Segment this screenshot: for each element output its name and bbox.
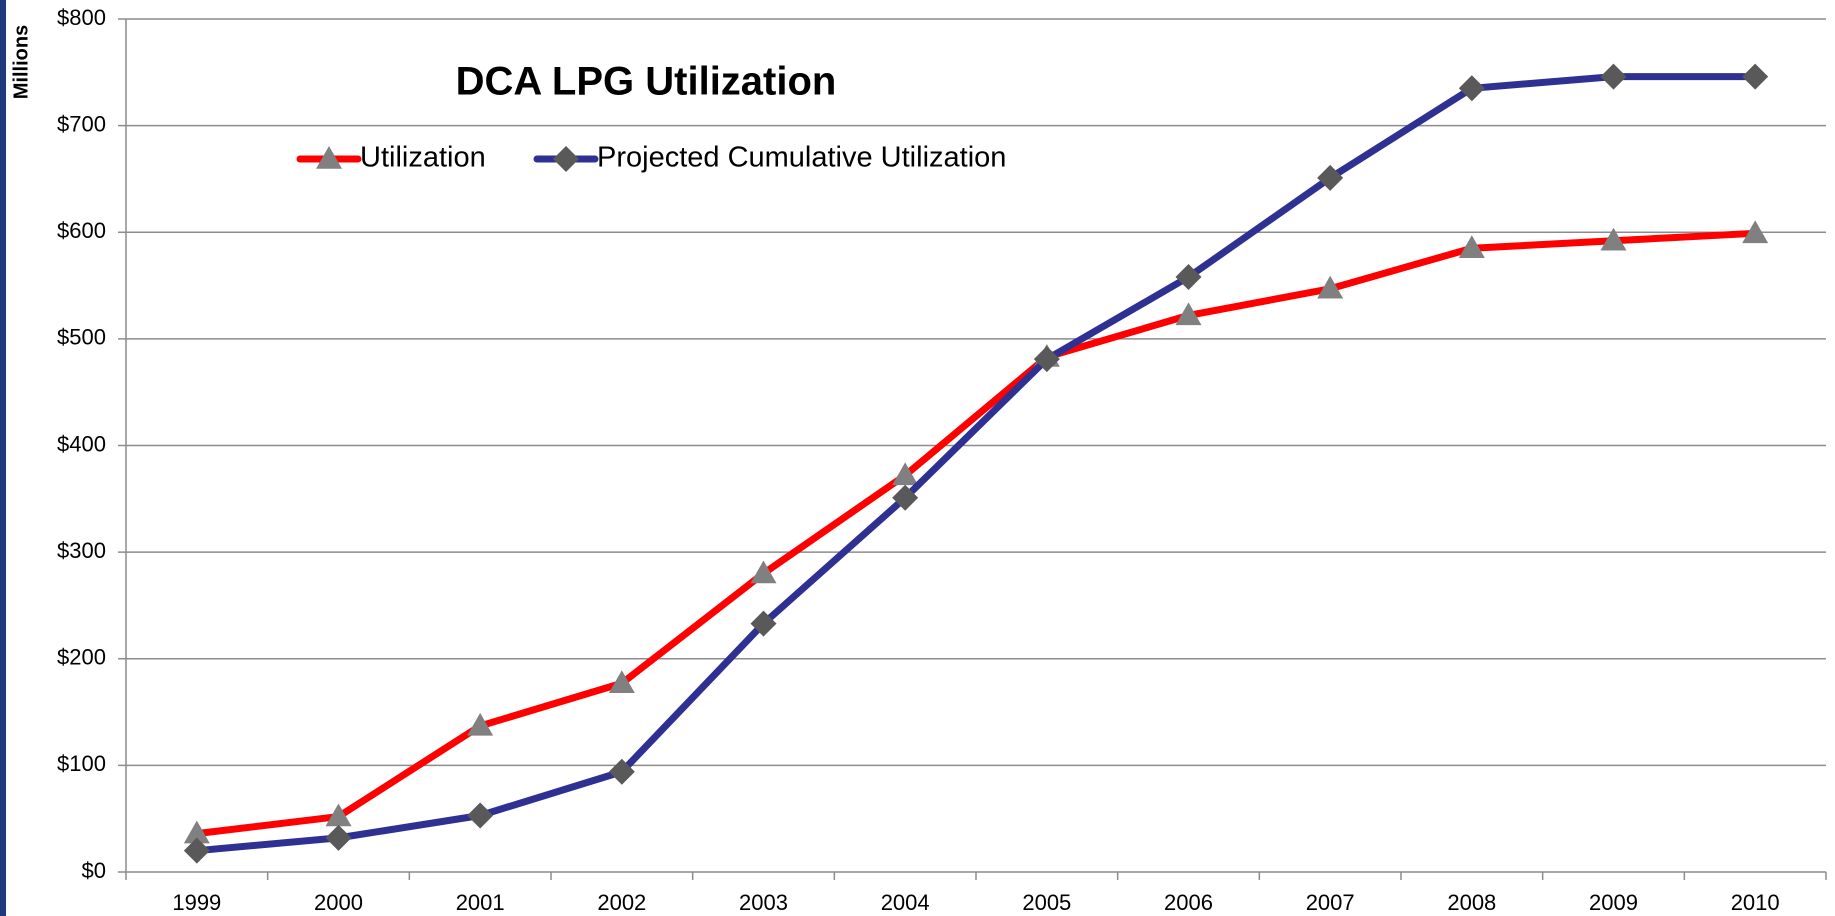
data-point (1600, 63, 1627, 90)
y-axis-label: Millions (10, 25, 32, 99)
legend-marker (553, 146, 579, 172)
data-point (1317, 164, 1344, 191)
y-tick-label: $600 (57, 218, 106, 243)
y-tick-label: $100 (57, 751, 106, 776)
data-point (467, 802, 494, 829)
x-tick-label: 1999 (172, 890, 221, 915)
chart-title: DCA LPG Utilization (456, 60, 837, 104)
data-point (1175, 264, 1202, 291)
y-tick-label: $500 (57, 325, 106, 350)
x-tick-label: 2001 (456, 890, 505, 915)
series-line (196, 229, 1756, 838)
data-point (1458, 235, 1485, 258)
legend-marker (316, 146, 342, 169)
data-point (750, 560, 777, 584)
data-point (608, 670, 635, 694)
data-point (608, 758, 635, 785)
x-tick-label: 2005 (1022, 890, 1071, 915)
y-tick-label: $800 (57, 5, 106, 30)
data-point (183, 837, 210, 864)
data-point (892, 484, 919, 511)
y-tick-label: $300 (57, 538, 106, 563)
data-point (183, 820, 210, 844)
data-point (1742, 220, 1769, 244)
data-point (1742, 63, 1769, 90)
data-point (325, 803, 352, 827)
x-tick-label: 2002 (597, 890, 646, 915)
side-strip (0, 0, 6, 916)
data-point (1458, 75, 1485, 102)
series-line (196, 73, 1756, 855)
y-tick-label: $400 (57, 431, 106, 456)
data-point (1317, 275, 1344, 299)
x-tick-label: 2000 (314, 890, 363, 915)
x-tick-label: 2006 (1164, 890, 1213, 915)
x-tick-label: 2010 (1731, 890, 1780, 915)
legend-label: Projected Cumulative Utilization (597, 142, 1006, 174)
x-tick-label: 2004 (881, 890, 930, 915)
y-tick-label: $700 (57, 111, 106, 136)
x-tick-label: 2008 (1447, 890, 1496, 915)
data-point (467, 712, 494, 736)
legend-label: Utilization (360, 142, 486, 174)
x-tick-label: 2003 (739, 890, 788, 915)
data-point (325, 824, 352, 851)
data-point (1033, 346, 1060, 373)
data-point (1600, 227, 1627, 251)
x-tick-label: 2007 (1306, 890, 1355, 915)
data-point (1175, 302, 1202, 326)
data-point (892, 462, 919, 486)
y-tick-label: $0 (82, 858, 106, 883)
y-tick-label: $200 (57, 645, 106, 670)
data-point (750, 610, 777, 637)
x-tick-label: 2009 (1589, 890, 1638, 915)
